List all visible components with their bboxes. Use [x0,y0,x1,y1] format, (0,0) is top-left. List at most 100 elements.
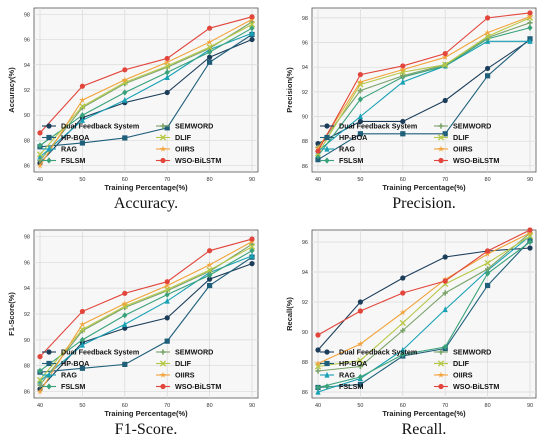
series-line [317,22,531,148]
x-tick-label: 70 [442,177,448,183]
legend-entry: HP-BOA [339,133,367,142]
caption: Recall. [402,421,447,438]
legend-entry: RAG [339,371,355,380]
legend-entry: RAG [339,145,355,154]
data-point [164,74,170,80]
y-tick-label: 90 [24,338,30,344]
series-line [39,34,253,148]
legend: Dual Feedback System HP-BOA RAG FSLSM SEMWOR… [320,348,499,391]
series-line [39,243,253,386]
data-point [206,266,213,274]
x-tick-label: 80 [207,177,213,183]
series-line [39,39,253,164]
series-line [39,27,253,146]
chart-4: 86 88 90 92 94 96 40 50 60 70 80 90 Training Percent… [285,227,537,438]
legend-marker [160,383,166,390]
data-point [441,53,449,61]
x-tick-label: 90 [249,403,255,409]
data-point [164,55,170,62]
data-point [164,125,170,131]
data-point [164,69,170,76]
series-line [39,255,253,382]
data-point [357,71,363,78]
x-tick-label: 90 [527,403,533,409]
data-point [357,113,363,120]
data-point [357,78,364,85]
data-point [79,336,85,343]
legend: Dual Feedback System HP-BOA RAG FSLSM SEMWOR… [42,348,221,391]
data-point [79,365,85,371]
legend-marker [324,349,330,355]
data-point [207,54,213,60]
data-point [442,290,448,296]
series-line [39,256,253,373]
x-tick-label: 50 [357,177,363,183]
data-point [249,247,255,254]
data-point [442,278,448,284]
data-point [357,131,363,137]
data-point [163,282,171,289]
data-point [164,297,170,304]
legend-marker [159,360,167,367]
data-point [484,259,491,267]
data-point [164,338,170,344]
legend: Dual Feedback System HP-BOA RAG FSLSM SEMWOR… [320,122,499,165]
legend-marker [437,134,445,141]
data-point [526,13,534,20]
data-point [442,131,448,137]
series-line [39,16,253,134]
legend-entry: RAG [61,371,77,380]
legend-marker [438,123,444,129]
series-wso-bilstm [315,227,533,338]
chart-3: 86 88 90 92 94 96 98 40 50 60 70 80 90 Training Perce… [7,229,259,438]
legend-marker [324,134,330,141]
y-tick-label: 86 [24,390,30,396]
data-point [357,381,363,388]
data-point [248,243,256,250]
data-point [485,266,491,272]
data-point [400,327,406,334]
x-tick-label: 60 [122,177,128,183]
series-wso-bilstm [37,236,255,360]
legend-entry: Dual Feedback System [61,348,139,357]
x-axis-label: Training Percentage(%) [104,409,188,418]
data-point [37,378,43,384]
x-tick-label: 80 [485,177,491,183]
data-point [400,73,406,79]
legend-entry: OIIRS [175,371,195,380]
data-point [484,29,491,36]
data-point [207,25,213,31]
y-tick-label: 96 [24,260,30,266]
series-line [39,32,253,158]
data-point [442,254,448,260]
data-point [314,360,322,367]
data-point [206,38,213,45]
series-line [317,12,531,152]
x-tick-label: 60 [122,403,128,409]
data-point [357,340,364,347]
data-point [79,96,86,103]
data-point [37,367,43,374]
legend: Dual Feedback System HP-BOA RAG FSLSM SEMWOR… [42,122,221,165]
legend-entry: DLIF [175,359,192,368]
data-point [207,49,213,56]
x-axis-label: Training Percentage(%) [382,183,466,192]
y-tick-label: 94 [24,63,30,69]
data-point [315,384,321,391]
data-point [249,261,255,267]
series-line [317,240,531,389]
y-tick-label: 96 [24,38,30,44]
legend-entry: FSLSM [339,382,363,391]
legend-entry: OIIRS [453,145,473,154]
legend-marker [159,371,167,378]
chart-1: 86 88 90 92 94 96 98 40 50 60 70 80 90 Training Perce… [7,7,259,212]
legend-marker [324,123,330,129]
data-point [400,275,406,281]
data-point [36,151,44,158]
legend-entry: SEMWORD [453,348,491,357]
data-point [79,103,86,110]
y-tick-label: 98 [24,12,30,18]
data-point [399,319,406,327]
data-point [79,117,85,123]
data-point [400,351,406,358]
